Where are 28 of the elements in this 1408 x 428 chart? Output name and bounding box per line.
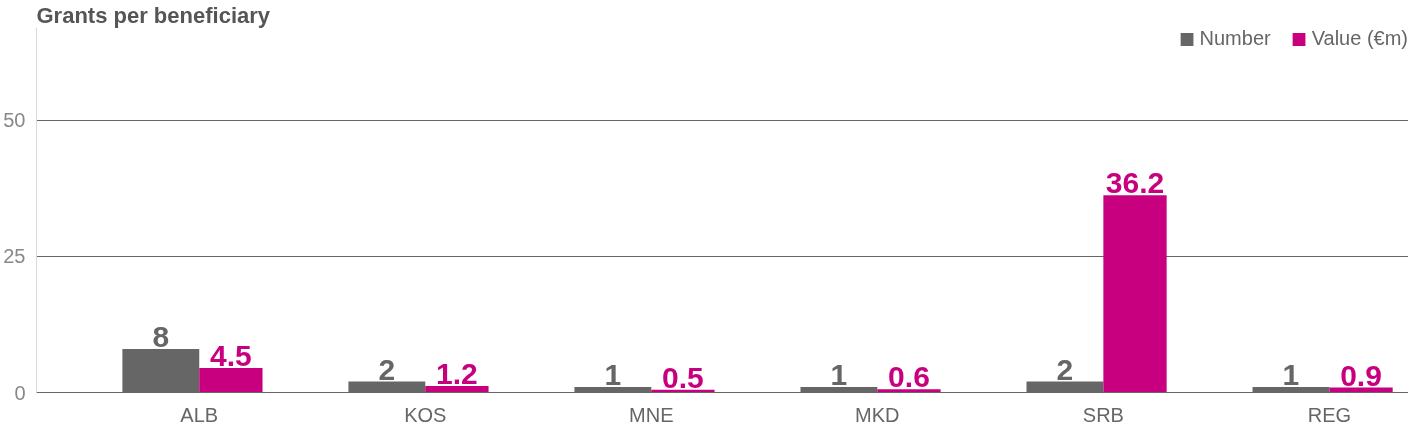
data-label: 0.6: [888, 360, 930, 394]
x-tick-label: ALB: [180, 403, 219, 426]
bar: [199, 367, 263, 393]
data-label: 1.2: [436, 356, 478, 390]
x-tick-label: MKD: [855, 403, 900, 426]
bar: [425, 385, 489, 393]
data-label: 2: [1056, 352, 1074, 386]
data-label: 2: [378, 352, 396, 386]
bar: [877, 389, 941, 393]
bar: [1103, 195, 1167, 393]
y-tick-label: 25: [3, 245, 26, 268]
x-tick-label: KOS: [404, 403, 447, 426]
chart-title: Grants per beneficiary: [36, 2, 271, 28]
x-tick-label: SRB: [1082, 403, 1124, 426]
legend-label: Number: [1199, 27, 1271, 50]
data-label: 0.9: [1340, 358, 1382, 392]
data-label: 1: [1282, 358, 1300, 392]
data-label: 1: [830, 358, 848, 392]
data-label: 36.2: [1105, 166, 1165, 200]
x-tick-label: REG: [1307, 403, 1352, 426]
data-label: 8: [152, 319, 170, 353]
data-label: 0.5: [662, 360, 704, 394]
data-label: 1: [604, 358, 622, 392]
legend-label: Value (€m): [1311, 27, 1408, 50]
data-label: 4.5: [210, 338, 252, 372]
x-tick-label: MNE: [629, 403, 674, 426]
y-tick-label: 50: [3, 109, 26, 132]
y-tick-label: 0: [14, 381, 26, 404]
